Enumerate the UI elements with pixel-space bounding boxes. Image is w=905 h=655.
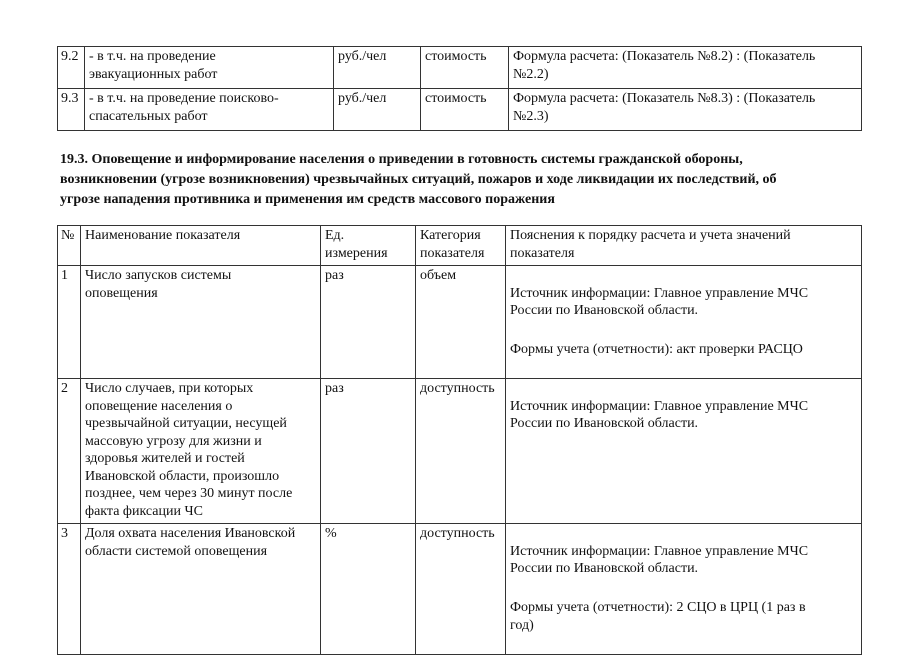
- notes: Формула расчета: (Показатель №8.3) : (По…: [508, 88, 862, 131]
- row-number: 9.3: [57, 88, 85, 131]
- notes: Источник информации: Главное управление …: [505, 523, 862, 655]
- section-heading: 19.3. Оповещение и информирование населе…: [60, 152, 777, 207]
- unit: руб./чел: [333, 46, 421, 89]
- notes: Формула расчета: (Показатель №8.2) : (По…: [508, 46, 862, 89]
- category: стоимость: [420, 88, 509, 131]
- row-number: 9.2: [57, 46, 85, 89]
- row-number: 3: [57, 523, 81, 655]
- category: объем: [415, 265, 506, 379]
- header-name: Наименование показателя: [80, 225, 321, 266]
- indicator-name: Доля охвата населения Ивановской области…: [80, 523, 321, 655]
- indicators-table: № Наименование показателя Ед. измерения …: [57, 225, 862, 655]
- table-row: 9.3 - в т.ч. на проведение поисково- спа…: [57, 88, 862, 131]
- row-number: 2: [57, 378, 81, 524]
- category: доступность: [415, 378, 506, 524]
- table-row: 2 Число случаев, при которых оповещение …: [57, 378, 862, 524]
- indicator-name: - в т.ч. на проведение поисково- спасате…: [84, 88, 334, 131]
- table-row: 9.2 - в т.ч. на проведение эвакуационных…: [57, 46, 862, 89]
- unit: раз: [320, 378, 416, 524]
- category: доступность: [415, 523, 506, 655]
- row-number: 1: [57, 265, 81, 379]
- header-category: Категория показателя: [415, 225, 506, 266]
- notes-forms: Формы учета (отчетности): 2 СЦО в ЦРЦ (1…: [510, 600, 806, 633]
- table-header-row: № Наименование показателя Ед. измерения …: [57, 225, 862, 266]
- unit: %: [320, 523, 416, 655]
- unit: раз: [320, 265, 416, 379]
- top-table: 9.2 - в т.ч. на проведение эвакуационных…: [57, 46, 862, 131]
- table-row: 3 Доля охвата населения Ивановской облас…: [57, 523, 862, 655]
- notes-source: Источник информации: Главное управление …: [510, 398, 809, 432]
- indicator-name: Число запусков системы оповещения: [80, 265, 321, 379]
- indicator-name: - в т.ч. на проведение эвакуационных раб…: [84, 46, 334, 89]
- category: стоимость: [420, 46, 509, 89]
- table-row: 1 Число запусков системы оповещения раз …: [57, 265, 862, 379]
- notes-source: Источник информации: Главное управление …: [510, 285, 809, 319]
- notes-source: Источник информации: Главное управление …: [510, 543, 809, 577]
- header-notes: Пояснения к порядку расчета и учета знач…: [505, 225, 862, 266]
- notes: Источник информации: Главное управление …: [505, 265, 862, 379]
- header-unit: Ед. измерения: [320, 225, 416, 266]
- notes-forms: Формы учета (отчетности): акт проверки Р…: [510, 342, 803, 357]
- indicator-name: Число случаев, при которых оповещение на…: [80, 378, 321, 524]
- header-num: №: [57, 225, 81, 266]
- unit: руб./чел: [333, 88, 421, 131]
- notes: Источник информации: Главное управление …: [505, 378, 862, 524]
